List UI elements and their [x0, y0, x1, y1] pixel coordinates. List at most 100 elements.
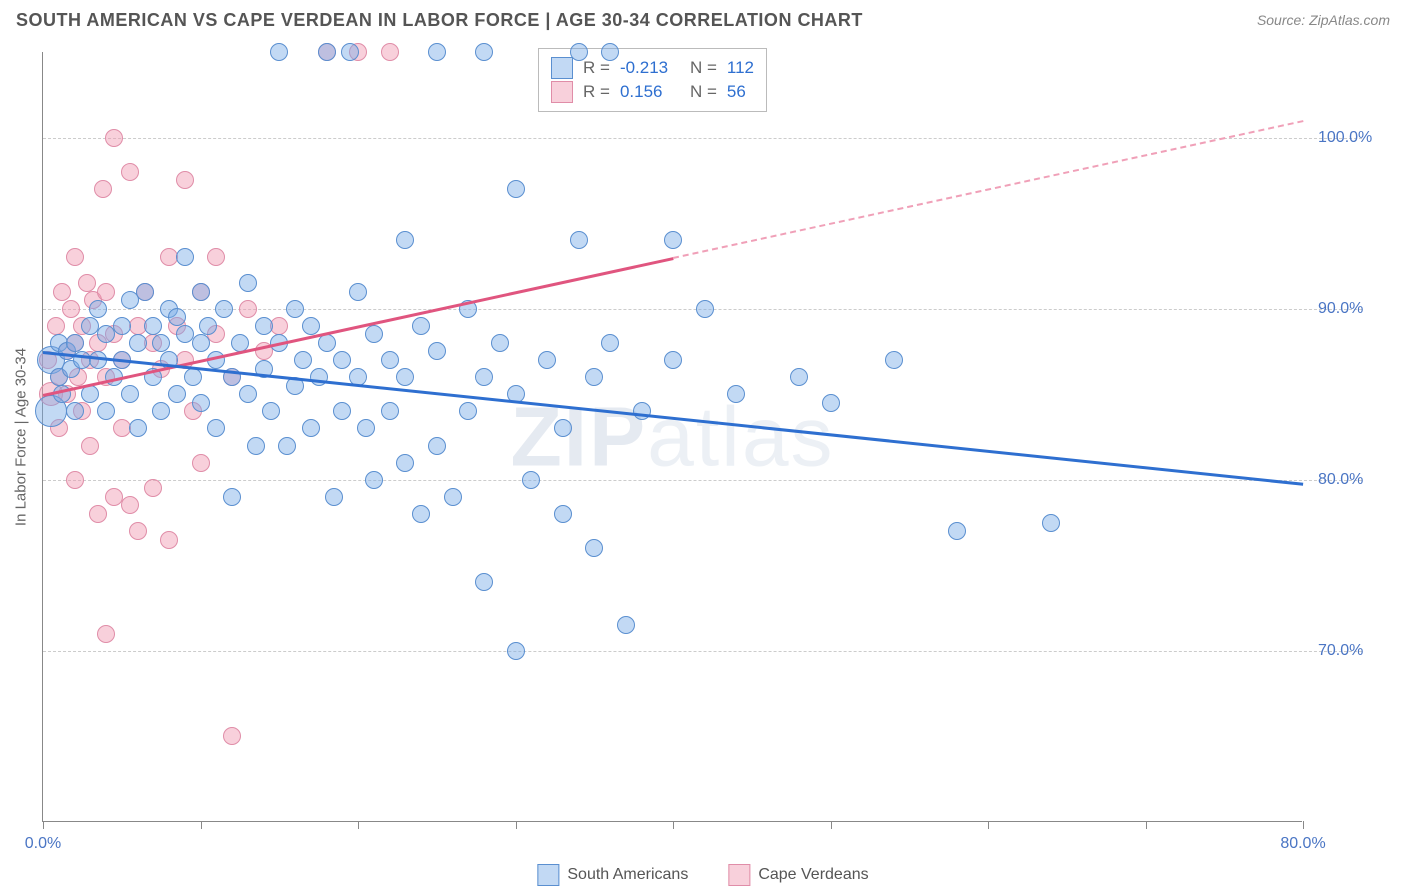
stats-row: R =0.156N =56: [551, 81, 754, 103]
point-cape-verdean: [270, 317, 288, 335]
point-south-american: [302, 419, 320, 437]
point-south-american: [278, 437, 296, 455]
point-south-american: [294, 351, 312, 369]
point-south-american: [507, 180, 525, 198]
point-cape-verdean: [105, 129, 123, 147]
point-cape-verdean: [97, 625, 115, 643]
point-south-american: [310, 368, 328, 386]
point-south-american: [318, 43, 336, 61]
r-label: R =: [583, 58, 610, 78]
point-south-american: [507, 642, 525, 660]
point-south-american: [144, 317, 162, 335]
point-south-american: [176, 248, 194, 266]
point-south-american: [570, 231, 588, 249]
point-cape-verdean: [81, 437, 99, 455]
point-south-american: [696, 300, 714, 318]
point-cape-verdean: [53, 283, 71, 301]
point-south-american: [239, 385, 257, 403]
x-tick: [43, 821, 44, 829]
point-south-american: [333, 351, 351, 369]
point-south-american: [81, 385, 99, 403]
x-tick: [1303, 821, 1304, 829]
legend-swatch: [551, 57, 573, 79]
x-min-label: 0.0%: [25, 835, 61, 853]
gridline-h: [43, 651, 1362, 652]
n-value: 112: [727, 58, 754, 78]
point-cape-verdean: [66, 248, 84, 266]
point-south-american: [270, 43, 288, 61]
n-label: N =: [690, 58, 717, 78]
x-tick: [988, 821, 989, 829]
gridline-h: [43, 480, 1362, 481]
legend-item: Cape Verdeans: [728, 864, 868, 886]
x-tick: [516, 821, 517, 829]
point-south-american: [318, 334, 336, 352]
point-south-american: [822, 394, 840, 412]
point-south-american: [381, 351, 399, 369]
point-south-american: [428, 43, 446, 61]
point-south-american: [885, 351, 903, 369]
n-label: N =: [690, 82, 717, 102]
point-south-american: [444, 488, 462, 506]
point-south-american: [192, 394, 210, 412]
point-south-american: [475, 43, 493, 61]
source-attribution: Source: ZipAtlas.com: [1257, 12, 1390, 28]
y-tick-label: 80.0%: [1318, 471, 1388, 489]
point-south-american: [381, 402, 399, 420]
point-south-american: [601, 43, 619, 61]
legend-swatch: [551, 81, 573, 103]
point-cape-verdean: [94, 180, 112, 198]
point-south-american: [664, 231, 682, 249]
trendline-south-american: [43, 351, 1303, 485]
y-tick-label: 100.0%: [1318, 129, 1388, 147]
point-south-american: [475, 368, 493, 386]
point-south-american: [333, 402, 351, 420]
point-south-american: [97, 402, 115, 420]
point-south-american: [396, 368, 414, 386]
point-cape-verdean: [192, 454, 210, 472]
point-cape-verdean: [129, 522, 147, 540]
series-legend: South Americans Cape Verdeans: [537, 864, 868, 886]
point-south-american: [89, 300, 107, 318]
point-cape-verdean: [239, 300, 257, 318]
point-cape-verdean: [121, 496, 139, 514]
point-south-american: [396, 454, 414, 472]
point-south-american: [286, 300, 304, 318]
point-cape-verdean: [381, 43, 399, 61]
point-south-american: [570, 43, 588, 61]
point-south-american: [601, 334, 619, 352]
point-south-american: [199, 317, 217, 335]
x-max-label: 80.0%: [1280, 835, 1325, 853]
x-tick: [831, 821, 832, 829]
point-cape-verdean: [89, 505, 107, 523]
legend-item: South Americans: [537, 864, 688, 886]
legend-label: Cape Verdeans: [758, 866, 868, 884]
point-cape-verdean: [121, 163, 139, 181]
point-cape-verdean: [66, 471, 84, 489]
point-south-american: [790, 368, 808, 386]
y-tick-label: 90.0%: [1318, 300, 1388, 318]
r-value: 0.156: [620, 82, 680, 102]
point-south-american: [152, 334, 170, 352]
point-south-american: [365, 325, 383, 343]
x-tick: [1146, 821, 1147, 829]
point-south-american: [365, 471, 383, 489]
r-label: R =: [583, 82, 610, 102]
point-south-american: [341, 43, 359, 61]
point-south-american: [136, 283, 154, 301]
point-south-american: [66, 402, 84, 420]
point-south-american: [129, 419, 147, 437]
point-cape-verdean: [97, 283, 115, 301]
point-south-american: [184, 368, 202, 386]
point-south-american: [239, 274, 257, 292]
point-south-american: [152, 402, 170, 420]
point-south-american: [727, 385, 745, 403]
point-south-american: [357, 419, 375, 437]
point-cape-verdean: [223, 727, 241, 745]
point-south-american: [168, 308, 186, 326]
point-south-american: [113, 317, 131, 335]
point-south-american: [585, 368, 603, 386]
point-south-american: [522, 471, 540, 489]
point-cape-verdean: [47, 317, 65, 335]
point-cape-verdean: [207, 248, 225, 266]
